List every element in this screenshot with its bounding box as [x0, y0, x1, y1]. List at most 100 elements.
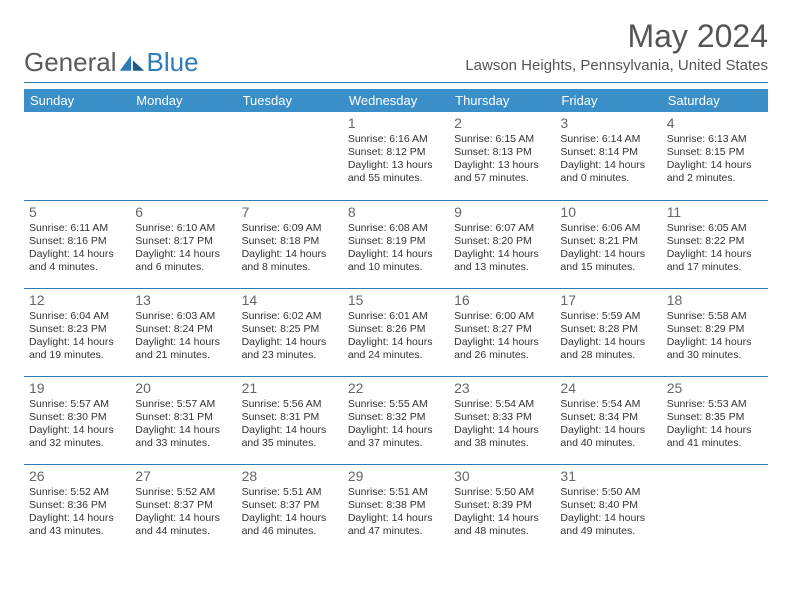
- title-block: May 2024 Lawson Heights, Pennsylvania, U…: [465, 18, 768, 78]
- day-number: 6: [135, 204, 231, 220]
- calendar-cell: [24, 112, 130, 200]
- day-info: Sunrise: 5:59 AMSunset: 8:28 PMDaylight:…: [560, 310, 656, 363]
- calendar-cell: 16 Sunrise: 6:00 AMSunset: 8:27 PMDayligh…: [449, 288, 555, 376]
- calendar-week: 19 Sunrise: 5:57 AMSunset: 8:30 PMDayligh…: [24, 376, 768, 464]
- day-info: Sunrise: 5:56 AMSunset: 8:31 PMDaylight:…: [242, 398, 338, 451]
- logo-sail-icon: [119, 53, 145, 73]
- calendar-cell: 11Sunrise: 6:05 AMSunset: 8:22 PMDayligh…: [662, 200, 768, 288]
- day-number: 25: [667, 380, 763, 396]
- day-number: 27: [135, 468, 231, 484]
- calendar-cell: 19 Sunrise: 5:57 AMSunset: 8:30 PMDayligh…: [24, 376, 130, 464]
- day-info: Sunrise: 5:54 AMSunset: 8:33 PMDaylight:…: [454, 398, 550, 451]
- day-number: 13: [135, 292, 231, 308]
- day-header: Sunday: [24, 89, 130, 112]
- day-info: Sunrise: 5:53 AMSunset: 8:35 PMDaylight:…: [667, 398, 763, 451]
- calendar-cell: 18 Sunrise: 5:58 AMSunset: 8:29 PMDayligh…: [662, 288, 768, 376]
- calendar-cell: 23 Sunrise: 5:54 AMSunset: 8:33 PMDayligh…: [449, 376, 555, 464]
- day-number: 2: [454, 115, 550, 131]
- calendar-cell: 25 Sunrise: 5:53 AMSunset: 8:35 PMDayligh…: [662, 376, 768, 464]
- day-number: 12: [29, 292, 125, 308]
- calendar-cell: [662, 464, 768, 552]
- calendar-cell: 9Sunrise: 6:07 AMSunset: 8:20 PMDaylight…: [449, 200, 555, 288]
- day-info: Sunrise: 6:16 AMSunset: 8:12 PMDaylight:…: [348, 133, 444, 186]
- day-info: Sunrise: 5:52 AMSunset: 8:36 PMDaylight:…: [29, 486, 125, 539]
- logo-text-a: General: [24, 47, 117, 78]
- day-info: Sunrise: 5:50 AMSunset: 8:39 PMDaylight:…: [454, 486, 550, 539]
- calendar-cell: 8 Sunrise: 6:08 AMSunset: 8:19 PMDaylight…: [343, 200, 449, 288]
- day-number: 4: [667, 115, 763, 131]
- day-info: Sunrise: 5:58 AMSunset: 8:29 PMDaylight:…: [667, 310, 763, 363]
- header: General Blue May 2024 Lawson Heights, Pe…: [24, 18, 768, 78]
- day-info: Sunrise: 5:51 AMSunset: 8:38 PMDaylight:…: [348, 486, 444, 539]
- day-info: Sunrise: 6:01 AMSunset: 8:26 PMDaylight:…: [348, 310, 444, 363]
- day-info: Sunrise: 6:11 AMSunset: 8:16 PMDaylight:…: [29, 222, 125, 275]
- calendar-cell: 30 Sunrise: 5:50 AMSunset: 8:39 PMDayligh…: [449, 464, 555, 552]
- day-number: 7: [242, 204, 338, 220]
- day-info: Sunrise: 6:15 AMSunset: 8:13 PMDaylight:…: [454, 133, 550, 186]
- day-number: 1: [348, 115, 444, 131]
- calendar-cell: 7Sunrise: 6:09 AMSunset: 8:18 PMDaylight…: [237, 200, 343, 288]
- day-info: Sunrise: 6:06 AMSunset: 8:21 PMDaylight:…: [560, 222, 656, 275]
- day-header: Thursday: [449, 89, 555, 112]
- day-info: Sunrise: 6:03 AMSunset: 8:24 PMDaylight:…: [135, 310, 231, 363]
- calendar-cell: 31Sunrise: 5:50 AMSunset: 8:40 PMDayligh…: [555, 464, 661, 552]
- calendar-cell: [237, 112, 343, 200]
- day-number: 22: [348, 380, 444, 396]
- calendar-cell: 5 Sunrise: 6:11 AMSunset: 8:16 PMDaylight…: [24, 200, 130, 288]
- calendar-cell: 4 Sunrise: 6:13 AMSunset: 8:15 PMDaylight…: [662, 112, 768, 200]
- logo: General Blue: [24, 47, 199, 78]
- day-number: 28: [242, 468, 338, 484]
- day-info: Sunrise: 6:08 AMSunset: 8:19 PMDaylight:…: [348, 222, 444, 275]
- month-title: May 2024: [465, 18, 768, 55]
- day-number: 3: [560, 115, 656, 131]
- day-info: Sunrise: 6:10 AMSunset: 8:17 PMDaylight:…: [135, 222, 231, 275]
- day-number: 30: [454, 468, 550, 484]
- calendar-week: 26 Sunrise: 5:52 AMSunset: 8:36 PMDayligh…: [24, 464, 768, 552]
- day-info: Sunrise: 5:57 AMSunset: 8:30 PMDaylight:…: [29, 398, 125, 451]
- calendar-cell: 12Sunrise: 6:04 AMSunset: 8:23 PMDayligh…: [24, 288, 130, 376]
- calendar-cell: 24 Sunrise: 5:54 AMSunset: 8:34 PMDayligh…: [555, 376, 661, 464]
- day-info: Sunrise: 5:54 AMSunset: 8:34 PMDaylight:…: [560, 398, 656, 451]
- day-number: 15: [348, 292, 444, 308]
- day-info: Sunrise: 5:57 AMSunset: 8:31 PMDaylight:…: [135, 398, 231, 451]
- day-number: 18: [667, 292, 763, 308]
- day-number: 26: [29, 468, 125, 484]
- calendar-cell: 2 Sunrise: 6:15 AMSunset: 8:13 PMDaylight…: [449, 112, 555, 200]
- calendar-week: 1 Sunrise: 6:16 AMSunset: 8:12 PMDaylight…: [24, 112, 768, 200]
- calendar-cell: 13 Sunrise: 6:03 AMSunset: 8:24 PMDayligh…: [130, 288, 236, 376]
- day-info: Sunrise: 5:55 AMSunset: 8:32 PMDaylight:…: [348, 398, 444, 451]
- calendar-cell: 10Sunrise: 6:06 AMSunset: 8:21 PMDayligh…: [555, 200, 661, 288]
- day-header-row: SundayMondayTuesdayWednesdayThursdayFrid…: [24, 89, 768, 112]
- logo-text-b: Blue: [147, 47, 199, 78]
- calendar-cell: [130, 112, 236, 200]
- calendar-cell: 27Sunrise: 5:52 AMSunset: 8:37 PMDayligh…: [130, 464, 236, 552]
- day-number: 16: [454, 292, 550, 308]
- day-number: 20: [135, 380, 231, 396]
- day-header: Wednesday: [343, 89, 449, 112]
- calendar-cell: 21Sunrise: 5:56 AMSunset: 8:31 PMDayligh…: [237, 376, 343, 464]
- calendar-table: SundayMondayTuesdayWednesdayThursdayFrid…: [24, 89, 768, 552]
- calendar-week: 12Sunrise: 6:04 AMSunset: 8:23 PMDayligh…: [24, 288, 768, 376]
- day-number: 24: [560, 380, 656, 396]
- day-info: Sunrise: 6:05 AMSunset: 8:22 PMDaylight:…: [667, 222, 763, 275]
- day-number: 19: [29, 380, 125, 396]
- day-info: Sunrise: 6:13 AMSunset: 8:15 PMDaylight:…: [667, 133, 763, 186]
- calendar-cell: 26 Sunrise: 5:52 AMSunset: 8:36 PMDayligh…: [24, 464, 130, 552]
- day-number: 5: [29, 204, 125, 220]
- calendar-cell: 28 Sunrise: 5:51 AMSunset: 8:37 PMDayligh…: [237, 464, 343, 552]
- calendar-cell: 22 Sunrise: 5:55 AMSunset: 8:32 PMDayligh…: [343, 376, 449, 464]
- day-info: Sunrise: 6:07 AMSunset: 8:20 PMDaylight:…: [454, 222, 550, 275]
- day-number: 31: [560, 468, 656, 484]
- day-number: 17: [560, 292, 656, 308]
- calendar-week: 5 Sunrise: 6:11 AMSunset: 8:16 PMDaylight…: [24, 200, 768, 288]
- day-info: Sunrise: 6:14 AMSunset: 8:14 PMDaylight:…: [560, 133, 656, 186]
- day-number: 29: [348, 468, 444, 484]
- header-rule: [24, 82, 768, 83]
- day-info: Sunrise: 6:00 AMSunset: 8:27 PMDaylight:…: [454, 310, 550, 363]
- day-number: 23: [454, 380, 550, 396]
- day-info: Sunrise: 5:51 AMSunset: 8:37 PMDaylight:…: [242, 486, 338, 539]
- calendar-cell: 3 Sunrise: 6:14 AMSunset: 8:14 PMDaylight…: [555, 112, 661, 200]
- calendar-cell: 1 Sunrise: 6:16 AMSunset: 8:12 PMDaylight…: [343, 112, 449, 200]
- day-header: Friday: [555, 89, 661, 112]
- day-number: 8: [348, 204, 444, 220]
